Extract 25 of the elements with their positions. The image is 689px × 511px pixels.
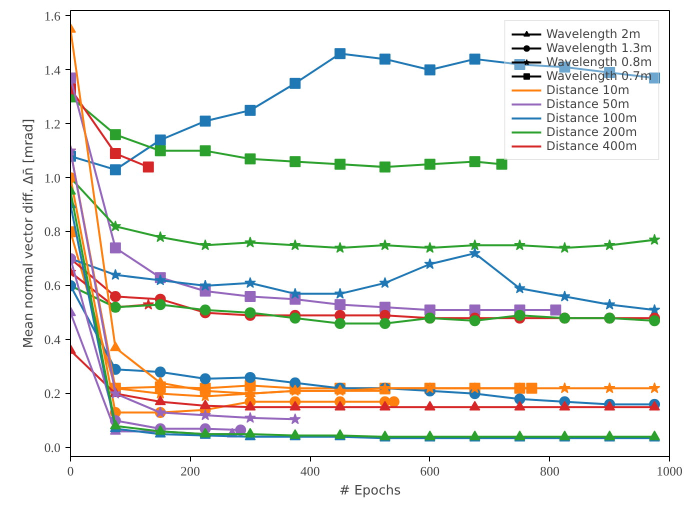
y-axis-title: Mean normal vector diff. Δn̄ [mrad] [21, 118, 36, 348]
y-tick-label: 1.0 [44, 170, 60, 186]
x-tick-label: 800 [540, 464, 560, 478]
legend-label: Distance 10m [546, 83, 630, 97]
legend-label: Distance 200m [546, 125, 638, 139]
legend-label: Distance 400m [546, 139, 638, 153]
y-tick-label: 1.4 [44, 62, 61, 78]
y-tick-label: 1.2 [44, 116, 60, 132]
y-tick-label: 0.0 [44, 440, 60, 456]
x-tick-label: 600 [420, 464, 440, 478]
x-tick-label: 1000 [656, 464, 682, 478]
x-tick-label: 200 [180, 464, 200, 478]
y-tick-label: 0.8 [44, 224, 60, 240]
y-tick-label: 0.6 [44, 278, 61, 294]
x-tick-label: 0 [67, 464, 74, 478]
x-axis-title: # Epochs [339, 484, 402, 498]
y-tick-label: 0.2 [44, 386, 60, 402]
legend-label: Wavelength 0.8m [546, 55, 652, 69]
legend-label: Wavelength 2m [546, 27, 641, 41]
x-tick-label: 400 [300, 464, 320, 478]
legend-label: Distance 50m [546, 97, 630, 111]
y-tick-label: 0.4 [44, 332, 61, 348]
legend-label: Wavelength 1.3m [546, 41, 652, 55]
y-tick-label: 1.6 [44, 8, 61, 24]
legend-label: Distance 100m [546, 111, 638, 125]
